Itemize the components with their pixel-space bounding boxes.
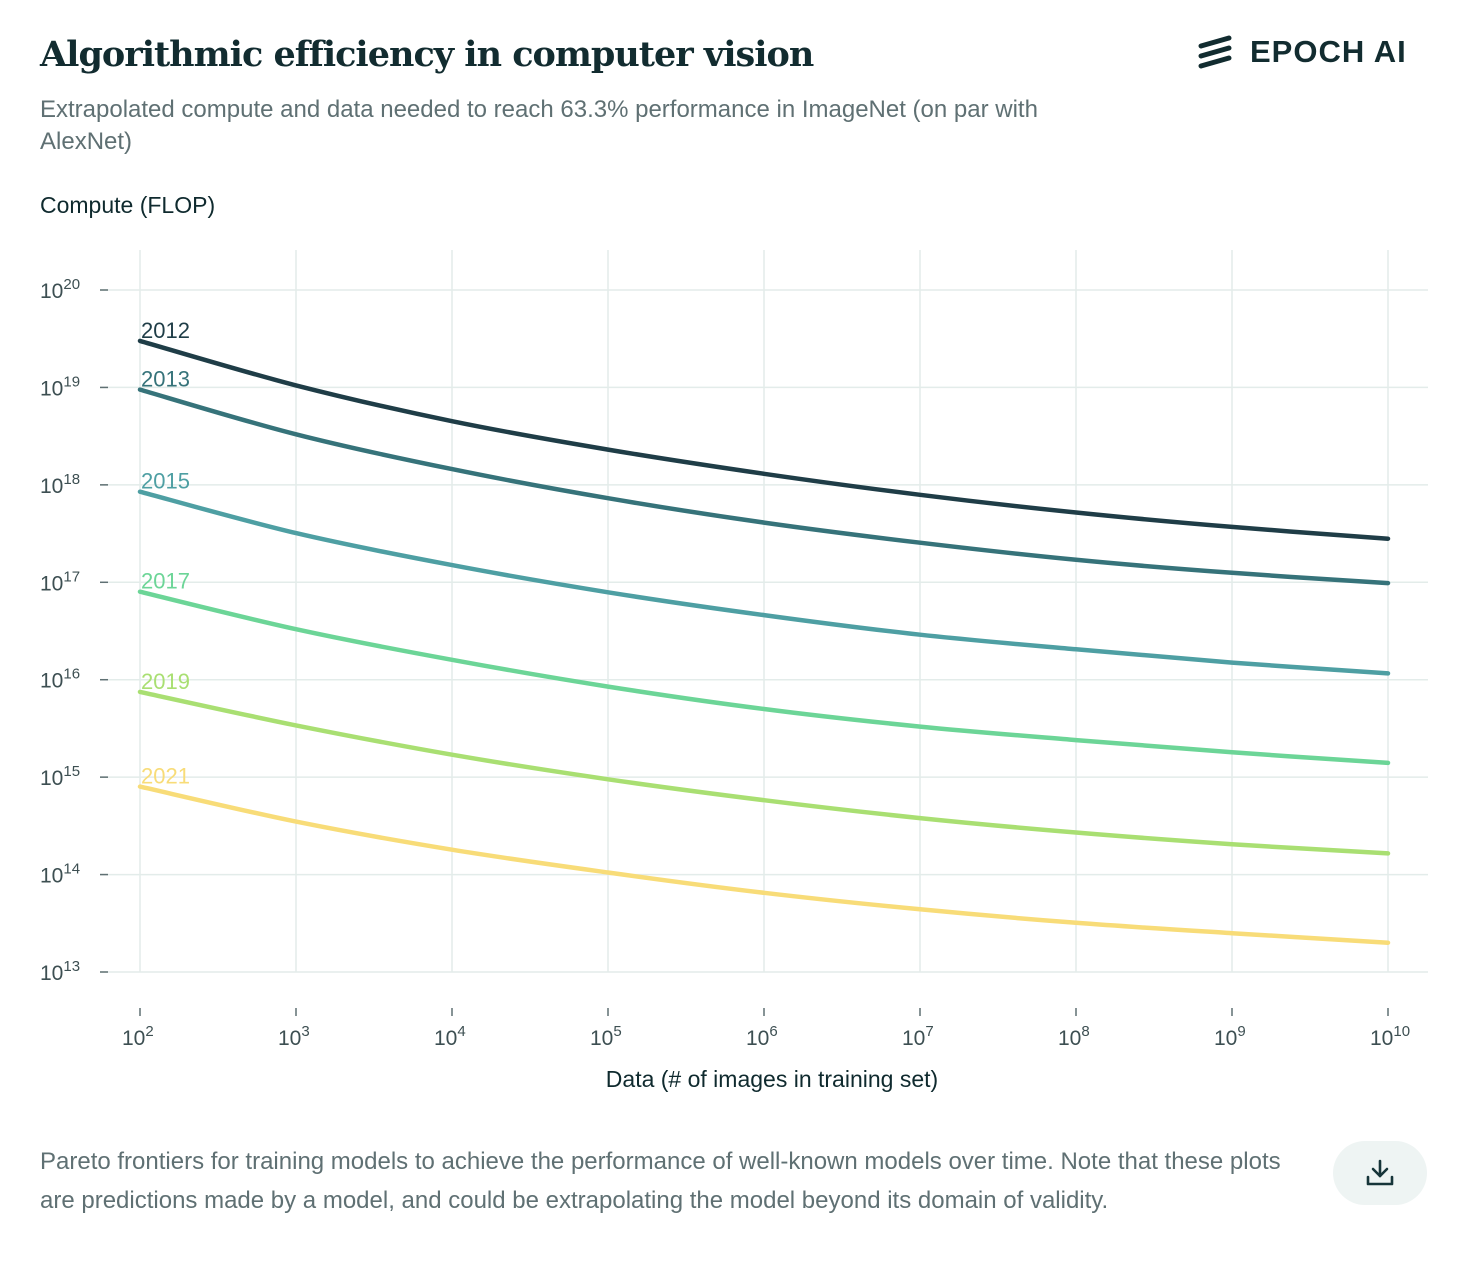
x-tick-label: 103 [278,1023,310,1050]
x-tick-label: 102 [122,1023,154,1050]
download-button[interactable] [1333,1141,1427,1205]
y-tick-label: 1015 [40,763,80,790]
y-tick-label: 1020 [40,276,80,303]
series-label: 2017 [141,569,190,594]
chart-caption: Pareto frontiers for training models to … [40,1148,1281,1214]
y-tick-label: 1018 [40,471,80,498]
series-label: 2019 [141,669,190,694]
line-chart: 1013 1014 1015 1016 1017 1018 1019 1020 102 103 10… [40,250,1428,1092]
x-tick-label: 106 [746,1023,778,1050]
y-tick-label: 1019 [40,373,80,400]
y-tick-label: 1014 [40,861,80,888]
y-tick-label: 1017 [40,568,80,595]
series-label: 2013 [141,367,190,392]
chart-title: Algorithmic efficiency in computer visio… [40,34,814,75]
series-label: 2021 [141,764,190,789]
series-line-2015 [137,489,1391,676]
x-tick-label: 107 [902,1023,934,1050]
download-icon [1366,1159,1394,1186]
x-tick-label: 105 [590,1023,622,1050]
logo-text: EPOCH AI [1250,34,1407,69]
series-line-2013 [137,387,1391,586]
series-line-2017 [137,589,1391,766]
y-tick-label: 1013 [40,958,80,985]
series-label: 2012 [141,318,190,343]
y-axis-label: Compute (FLOP) [40,192,216,218]
epoch-logo-icon [1198,35,1232,69]
x-tick-label: 1010 [1370,1023,1410,1050]
x-tick-label: 109 [1214,1023,1246,1050]
x-tick-label: 108 [1058,1023,1090,1050]
y-tick-label: 1016 [40,666,80,693]
series-line-2019 [137,689,1391,856]
x-tick-label: 104 [434,1023,466,1050]
series-line-2021 [137,784,1391,945]
series-label: 2015 [141,469,190,494]
series-line-2012 [137,338,1391,541]
x-axis-label: Data (# of images in training set) [606,1066,938,1092]
epoch-ai-logo[interactable]: EPOCH AI [1196,34,1407,70]
chart-subtitle: Extrapolated compute and data needed to … [40,96,1038,155]
